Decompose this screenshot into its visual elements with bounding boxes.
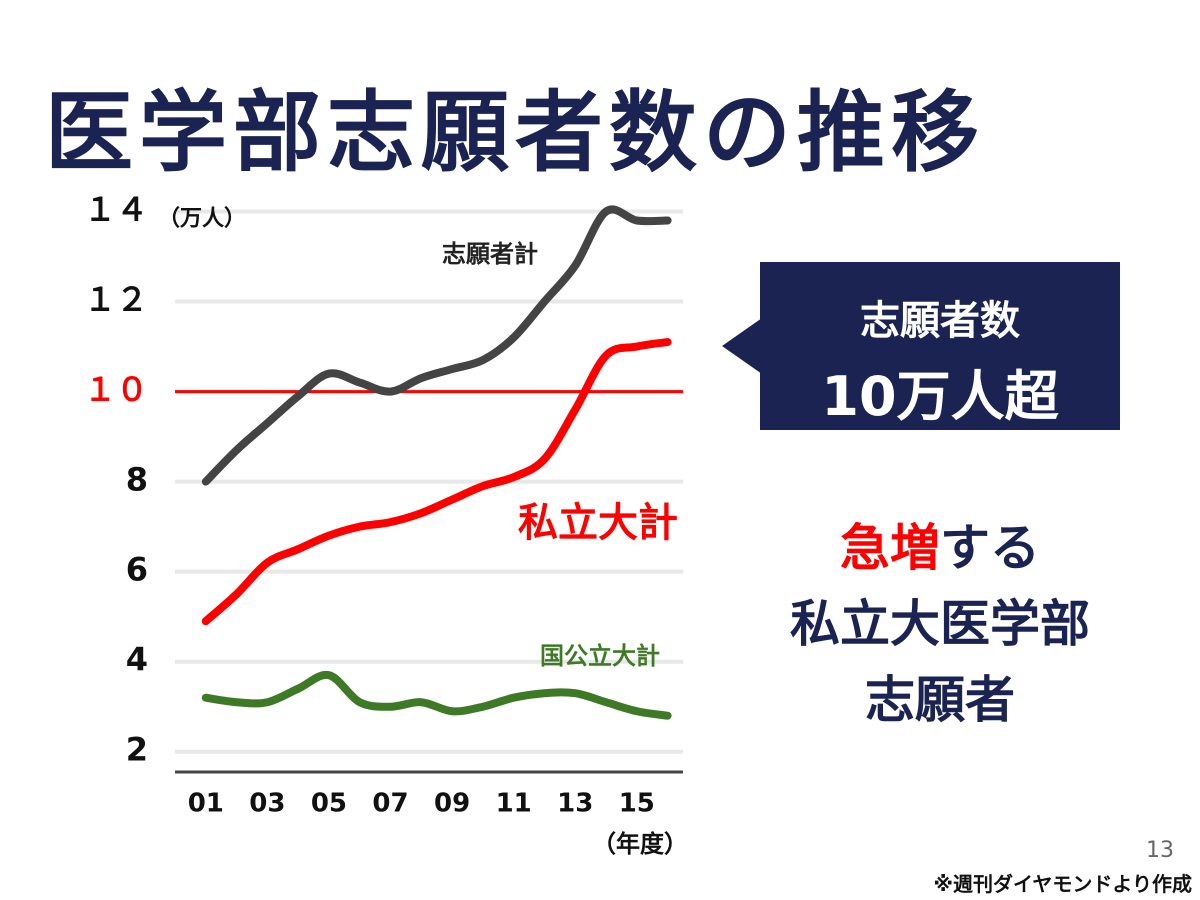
y-tick-label: 2 [126, 731, 148, 769]
series-line [201, 205, 672, 486]
x-tick-label: 01 [188, 789, 224, 819]
y-tick-label: １２ [84, 281, 148, 319]
series-label: 志願者計 [442, 240, 538, 268]
y-unit: （万人） [158, 207, 246, 232]
series-line [201, 338, 672, 626]
series-line [201, 670, 672, 720]
side-text: 急増する 私立大医学部 志願者 [730, 510, 1150, 738]
x-tick-label: 09 [434, 789, 470, 819]
page-number: 13 [1146, 838, 1174, 863]
y-tick-label: １４ [84, 191, 148, 229]
series-label: 私立大計 [518, 500, 678, 546]
callout-line: 10万人超 [821, 365, 1059, 428]
side-line: 志願者 [865, 671, 1015, 729]
y-tick-label: 8 [126, 461, 148, 499]
x-unit: （年度） [592, 830, 688, 858]
source-note: ※週刊ダイヤモンドより作成 [933, 872, 1192, 896]
series-label: 国公立大計 [540, 642, 660, 670]
x-tick-label: 07 [372, 789, 408, 819]
highlight: 急増 [840, 519, 940, 577]
y-tick-label: 4 [126, 641, 148, 679]
side-word: する [940, 519, 1040, 577]
x-tick-label: 03 [249, 789, 285, 819]
x-tick-label: 15 [619, 789, 655, 819]
x-tick-label: 11 [496, 789, 532, 819]
x-tick-label: 13 [557, 789, 593, 819]
side-line: 私立大医学部 [790, 595, 1090, 653]
y-tick-label: １０ [84, 371, 148, 409]
callout: 志願者数 10万人超 [760, 262, 1120, 430]
side-line: 急増する [730, 510, 1150, 586]
y-tick-label: 6 [126, 551, 148, 589]
callout-line: 志願者数 [860, 298, 1020, 344]
x-tick-label: 05 [311, 789, 347, 819]
callout-pointer [722, 318, 762, 374]
slide-title: 医学部志願者数の推移 [45, 81, 986, 184]
